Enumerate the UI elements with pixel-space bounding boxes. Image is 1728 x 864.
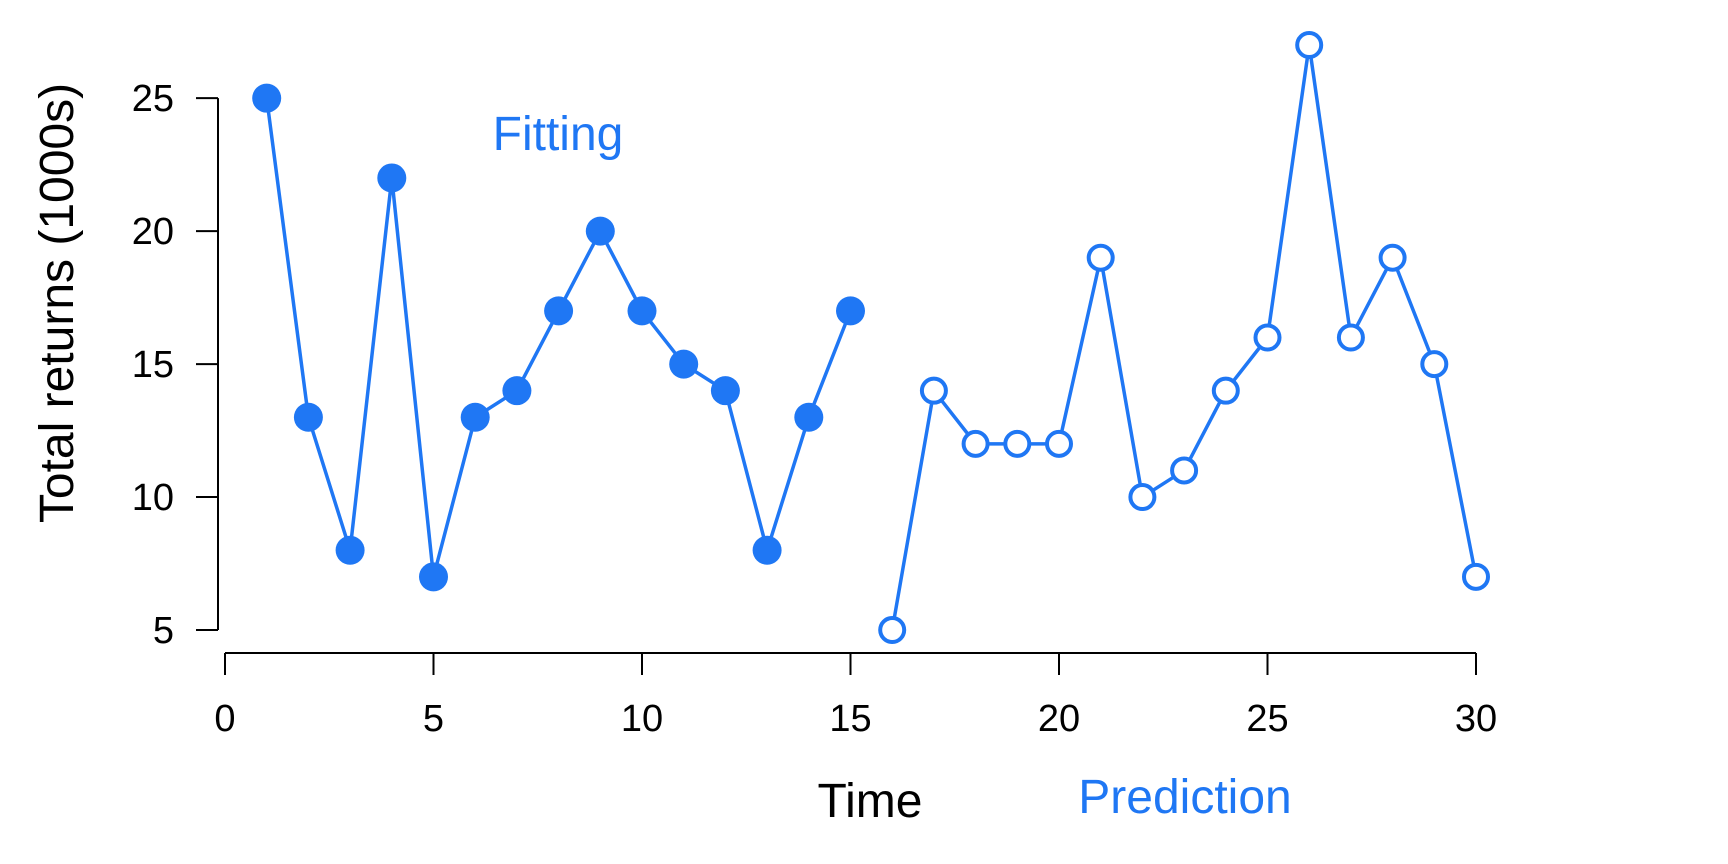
prediction-point (1295, 31, 1324, 59)
x-axis: 0 5 10 15 20 25 30 (214, 652, 1497, 740)
prediction-point (1128, 483, 1157, 512)
prediction-point (1170, 456, 1199, 485)
prediction-point (919, 376, 948, 405)
x-axis-title: Time (818, 775, 923, 828)
prediction-point (1420, 350, 1449, 379)
prediction-point (1462, 562, 1490, 591)
fitting-point (252, 83, 282, 113)
y-axis: 5 10 15 20 25 (132, 78, 219, 652)
fitting-point (335, 535, 365, 565)
fitting-point (794, 402, 824, 432)
fitting-series (252, 83, 865, 592)
fitting-point (419, 562, 448, 592)
x-tick-label: 25 (1246, 698, 1288, 740)
fitting-point (502, 376, 532, 406)
y-tick-label: 25 (132, 78, 174, 120)
y-tick-label: 5 (153, 610, 174, 652)
x-tick-label: 30 (1455, 698, 1497, 740)
fitting-point (460, 402, 490, 432)
y-tick-label: 15 (132, 344, 174, 386)
prediction-annotation: Prediction (1078, 771, 1291, 824)
fitting-annotation: Fitting (493, 108, 624, 161)
prediction-point (878, 616, 907, 644)
fitting-point (377, 163, 407, 193)
fitting-point (544, 296, 574, 326)
x-tick-label: 15 (829, 698, 871, 740)
y-tick-label: 10 (132, 477, 174, 519)
fitting-point (752, 535, 782, 565)
prediction-point (1045, 429, 1073, 458)
fitting-point (710, 376, 740, 406)
prediction-point (961, 429, 990, 458)
fitting-point (627, 296, 657, 326)
x-tick-label: 5 (423, 698, 444, 740)
x-tick-label: 20 (1038, 698, 1080, 740)
fitting-point (836, 296, 865, 326)
prediction-point (1211, 376, 1240, 405)
prediction-point (1253, 323, 1282, 352)
series-layer (252, 31, 1490, 644)
prediction-point (1378, 243, 1407, 272)
fitting-point (293, 402, 323, 432)
prediction-line (890, 43, 1478, 631)
prediction-series (878, 31, 1490, 644)
fitting-point (669, 349, 699, 379)
y-axis-title: Total returns (1000s) (31, 83, 84, 523)
prediction-point (1003, 429, 1032, 458)
x-tick-label: 10 (621, 698, 663, 740)
prediction-point (1086, 243, 1115, 272)
fitting-point (585, 216, 615, 246)
prediction-point (1336, 323, 1365, 352)
y-tick-label: 20 (132, 211, 174, 253)
fitting-line (264, 97, 853, 579)
x-tick-label: 0 (214, 698, 235, 740)
